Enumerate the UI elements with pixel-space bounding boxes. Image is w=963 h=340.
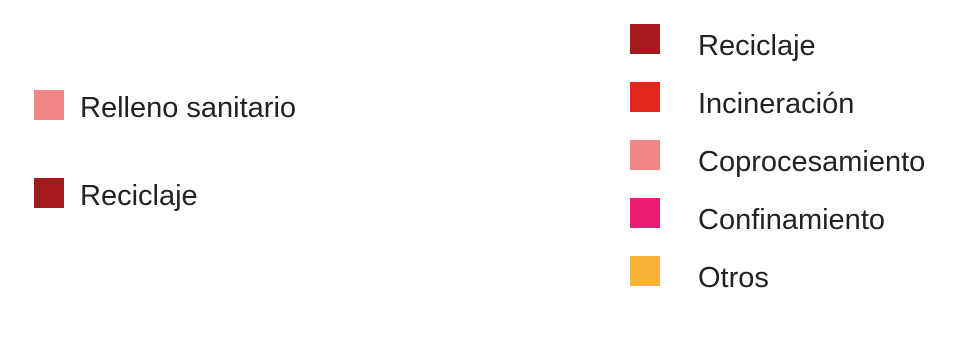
legend-swatch xyxy=(630,198,660,228)
legend-swatch xyxy=(630,256,660,286)
legend-swatch xyxy=(630,82,660,112)
legend-swatch xyxy=(34,90,64,120)
legend-label: Reciclaje xyxy=(80,180,198,212)
legend-swatch xyxy=(630,140,660,170)
legend-swatch xyxy=(630,24,660,54)
legend-label: Reciclaje xyxy=(698,30,816,62)
legend-label: Otros xyxy=(698,262,769,294)
legend-label: Incineración xyxy=(698,88,855,120)
legend-label: Coprocesamiento xyxy=(698,146,926,178)
legend-swatch xyxy=(34,178,64,208)
legend-label: Confinamiento xyxy=(698,204,885,236)
legend-label: Relleno sanitario xyxy=(80,92,297,124)
